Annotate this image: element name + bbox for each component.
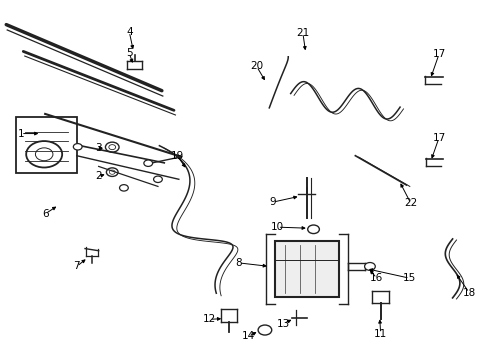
Text: 17: 17 (431, 49, 445, 59)
Circle shape (258, 325, 271, 335)
Text: 7: 7 (73, 261, 80, 271)
Text: 17: 17 (431, 133, 445, 143)
Text: 5: 5 (126, 48, 132, 58)
Bar (16, 117, 77, 173)
Circle shape (73, 144, 82, 150)
Circle shape (307, 225, 319, 234)
Circle shape (153, 176, 162, 183)
Text: 22: 22 (404, 198, 417, 208)
Text: 2: 2 (95, 171, 102, 181)
Text: 9: 9 (269, 197, 275, 207)
Text: 13: 13 (276, 319, 289, 329)
Text: 4: 4 (126, 27, 132, 37)
Bar (274, 241, 338, 297)
Text: 15: 15 (403, 273, 416, 283)
Text: 8: 8 (235, 258, 242, 268)
Circle shape (106, 168, 118, 176)
Text: 19: 19 (170, 151, 183, 161)
Circle shape (364, 262, 374, 270)
Circle shape (105, 142, 119, 152)
Text: 11: 11 (373, 329, 386, 339)
Text: 12: 12 (203, 314, 216, 324)
Text: 10: 10 (270, 222, 284, 232)
Text: 21: 21 (296, 28, 309, 38)
Text: 6: 6 (42, 209, 48, 219)
Text: 20: 20 (249, 62, 263, 71)
Circle shape (143, 160, 152, 166)
Text: 16: 16 (369, 273, 383, 283)
Text: 18: 18 (462, 288, 475, 297)
Circle shape (119, 185, 128, 191)
Text: 3: 3 (95, 143, 102, 153)
Text: 14: 14 (241, 332, 255, 342)
Text: 1: 1 (18, 129, 24, 139)
